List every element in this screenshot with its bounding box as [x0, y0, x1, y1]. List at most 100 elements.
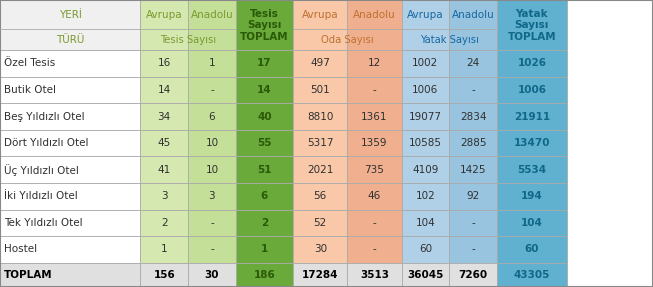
Text: 1361: 1361	[361, 112, 388, 122]
Bar	[402, 210, 449, 236]
Text: 45: 45	[157, 138, 171, 148]
Bar	[188, 236, 236, 263]
Bar	[497, 183, 567, 210]
Bar	[236, 0, 293, 50]
Text: 1: 1	[261, 244, 268, 254]
Bar	[140, 156, 188, 183]
Text: 186: 186	[253, 270, 276, 280]
Bar	[0, 130, 140, 156]
Text: 194: 194	[521, 191, 543, 201]
Bar	[140, 263, 188, 287]
Text: 60: 60	[419, 244, 432, 254]
Text: 16: 16	[157, 59, 171, 69]
Text: İki Yıldızlı Otel: İki Yıldızlı Otel	[4, 191, 78, 201]
Text: -: -	[373, 218, 376, 228]
Bar	[236, 156, 293, 183]
Text: Yatak Sayısı: Yatak Sayısı	[420, 35, 479, 45]
Text: 34: 34	[157, 112, 171, 122]
Bar	[236, 210, 293, 236]
Bar	[293, 183, 347, 210]
Bar	[0, 183, 140, 210]
Text: 2: 2	[161, 218, 168, 228]
Bar	[140, 77, 188, 103]
Text: 6: 6	[208, 112, 215, 122]
Bar	[140, 103, 188, 130]
Bar	[0, 0, 140, 50]
Bar	[402, 50, 449, 77]
Text: -: -	[373, 85, 376, 95]
Text: 2885: 2885	[460, 138, 486, 148]
Bar	[497, 156, 567, 183]
Text: 14: 14	[157, 85, 171, 95]
Bar	[0, 236, 140, 263]
Text: Özel Tesis: Özel Tesis	[4, 59, 56, 69]
Bar	[188, 0, 236, 50]
Bar	[347, 0, 402, 50]
Text: Hostel: Hostel	[4, 244, 37, 254]
Text: 3: 3	[161, 191, 168, 201]
Text: 55: 55	[257, 138, 272, 148]
Bar	[140, 50, 188, 77]
Bar	[140, 210, 188, 236]
Text: -: -	[210, 218, 214, 228]
Bar	[497, 210, 567, 236]
Bar	[497, 50, 567, 77]
Text: 104: 104	[415, 218, 436, 228]
Bar	[140, 130, 188, 156]
Bar	[236, 183, 293, 210]
Bar	[402, 130, 449, 156]
Bar	[402, 183, 449, 210]
Bar	[293, 210, 347, 236]
Text: 24: 24	[466, 59, 480, 69]
Text: Tek Yıldızlı Otel: Tek Yıldızlı Otel	[4, 218, 83, 228]
Bar	[293, 0, 347, 50]
Bar	[0, 103, 140, 130]
Text: 43305: 43305	[514, 270, 550, 280]
Text: Beş Yıldızlı Otel: Beş Yıldızlı Otel	[4, 112, 85, 122]
Text: 52: 52	[313, 218, 327, 228]
Text: 10: 10	[205, 138, 219, 148]
Text: TÜRÜ: TÜRÜ	[56, 35, 84, 45]
Text: -: -	[373, 244, 376, 254]
Bar	[0, 156, 140, 183]
Text: 51: 51	[257, 165, 272, 175]
Text: 3513: 3513	[360, 270, 389, 280]
Text: 19077: 19077	[409, 112, 442, 122]
Text: 3: 3	[208, 191, 215, 201]
Bar	[347, 263, 402, 287]
Text: Avrupa: Avrupa	[146, 9, 183, 20]
Bar	[449, 263, 497, 287]
Text: -: -	[471, 218, 475, 228]
Bar	[236, 103, 293, 130]
Text: TOPLAM: TOPLAM	[4, 270, 53, 280]
Bar	[497, 103, 567, 130]
Bar	[347, 50, 402, 77]
Text: 501: 501	[310, 85, 330, 95]
Text: Anadolu: Anadolu	[191, 9, 233, 20]
Text: Avrupa: Avrupa	[302, 9, 339, 20]
Bar	[449, 156, 497, 183]
Bar	[497, 130, 567, 156]
Text: 13470: 13470	[514, 138, 550, 148]
Text: 8810: 8810	[307, 112, 334, 122]
Text: 17284: 17284	[302, 270, 338, 280]
Bar	[347, 130, 402, 156]
Bar	[449, 0, 497, 50]
Bar	[188, 210, 236, 236]
Text: 2834: 2834	[460, 112, 486, 122]
Bar	[497, 263, 567, 287]
Text: 10585: 10585	[409, 138, 442, 148]
Bar	[188, 263, 236, 287]
Text: 12: 12	[368, 59, 381, 69]
Bar	[402, 236, 449, 263]
Text: 1026: 1026	[517, 59, 547, 69]
Text: 17: 17	[257, 59, 272, 69]
Text: 2: 2	[261, 218, 268, 228]
Bar	[188, 156, 236, 183]
Text: 1425: 1425	[460, 165, 486, 175]
Bar	[0, 263, 140, 287]
Text: 1006: 1006	[517, 85, 547, 95]
Bar	[449, 210, 497, 236]
Text: Üç Yıldızlı Otel: Üç Yıldızlı Otel	[4, 164, 79, 176]
Text: 1359: 1359	[361, 138, 388, 148]
